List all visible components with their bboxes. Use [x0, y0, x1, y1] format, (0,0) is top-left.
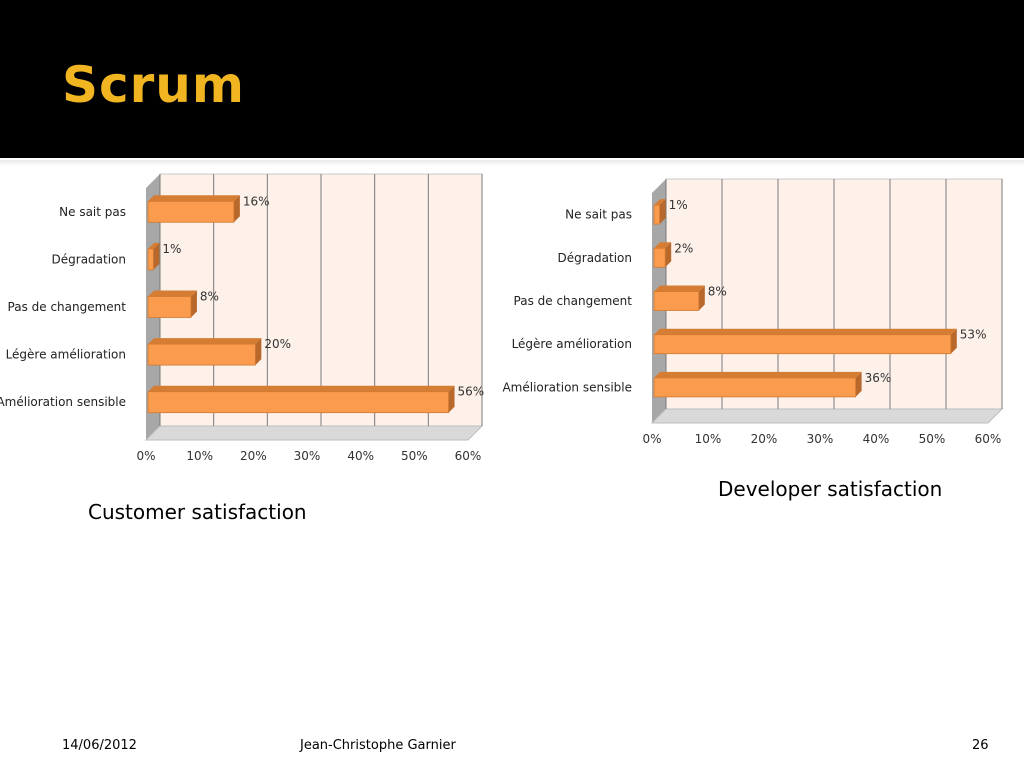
customer-x-tick-label: 40% [347, 449, 374, 463]
customer-bar-side [153, 242, 160, 270]
developer-bar-top [654, 285, 705, 292]
developer-bar [653, 204, 660, 225]
developer-satisfaction-chart: 0% 10% 20% 30% 40% 50% 60% 1% Ne sait pas 2% Dégra… [502, 178, 1004, 446]
customer-data-label: 1% [162, 242, 181, 256]
developer-x-tick-label: 60% [975, 432, 1002, 446]
customer-x-tick-label: 50% [401, 449, 428, 463]
developer-bar-top [654, 242, 672, 249]
developer-data-label: 53% [960, 328, 987, 342]
customer-category-label: Dégradation [52, 252, 126, 266]
customer-x-tick-label: 20% [240, 449, 267, 463]
developer-bar-side [665, 242, 672, 268]
customer-category-label: Amélioration sensible [0, 395, 126, 409]
customer-category-label: Ne sait pas [59, 205, 126, 219]
developer-category-label: Légère amélioration [512, 337, 632, 351]
header-divider [0, 160, 1024, 166]
developer-x-tick-label: 50% [919, 432, 946, 446]
developer-category-label: Ne sait pas [565, 208, 632, 222]
customer-x-tick-label: 60% [455, 449, 482, 463]
customer-bar [147, 391, 449, 414]
customer-category-label: Légère amélioration [6, 348, 126, 362]
developer-x-tick-label: 10% [695, 432, 722, 446]
customer-category-label: Pas de changement [8, 300, 127, 314]
customer-bar [147, 296, 192, 318]
customer-x-tick-label: 10% [186, 449, 213, 463]
developer-bar-top [654, 371, 862, 378]
customer-bar-top [148, 338, 262, 345]
customer-bar-side [190, 290, 197, 318]
customer-bar-side [233, 195, 240, 223]
developer-x-tick-label: 30% [807, 432, 834, 446]
developer-bar-top [654, 328, 957, 335]
customer-bar-top [148, 290, 197, 297]
developer-floor [650, 408, 1004, 424]
developer-bar [653, 377, 857, 398]
customer-data-label: 56% [458, 385, 485, 399]
customer-bar [147, 343, 256, 366]
customer-bar-top [148, 385, 455, 392]
developer-bar-top [654, 199, 666, 206]
developer-chart-caption: Developer satisfaction [718, 477, 943, 501]
customer-floor [144, 425, 484, 441]
customer-bar [147, 248, 154, 271]
developer-bar-side [855, 371, 862, 397]
developer-data-label: 8% [708, 285, 727, 299]
customer-bar-side [448, 385, 455, 413]
customer-x-tick-label: 30% [294, 449, 321, 463]
developer-bar-side [950, 328, 957, 354]
footer-author: Jean-Christophe Garnier [300, 738, 456, 753]
developer-bar [653, 247, 666, 268]
customer-satisfaction-chart: 0% 10% 20% 30% 40% 50% 60% 16% Ne sait pas 1% Dégr… [0, 173, 485, 463]
developer-x-tick-label: 0% [642, 432, 661, 446]
customer-data-label: 8% [200, 290, 219, 304]
customer-bar-side [255, 338, 262, 366]
customer-chart-caption: Customer satisfaction [88, 500, 307, 524]
developer-data-label: 36% [865, 371, 892, 385]
developer-x-tick-label: 20% [751, 432, 778, 446]
customer-data-label: 16% [243, 194, 270, 208]
footer-date: 14/06/2012 [62, 738, 137, 753]
customer-bar-top [148, 242, 160, 249]
customer-bar-top [148, 195, 240, 202]
developer-category-label: Dégradation [558, 251, 632, 265]
footer-page-number: 26 [972, 738, 989, 753]
developer-bar-side [659, 199, 666, 225]
developer-bar [653, 334, 952, 355]
customer-bar [147, 200, 235, 223]
developer-data-label: 1% [669, 198, 688, 212]
developer-data-label: 2% [674, 241, 693, 255]
developer-x-tick-label: 40% [863, 432, 890, 446]
developer-category-label: Pas de changement [514, 294, 633, 308]
developer-category-label: Amélioration sensible [502, 380, 632, 394]
slide-title: Scrum [62, 56, 246, 114]
customer-data-label: 20% [264, 337, 291, 351]
customer-x-tick-label: 0% [136, 449, 155, 463]
slide-header: Scrum [0, 0, 1024, 158]
developer-bar-side [698, 285, 705, 311]
developer-bar [653, 291, 700, 311]
